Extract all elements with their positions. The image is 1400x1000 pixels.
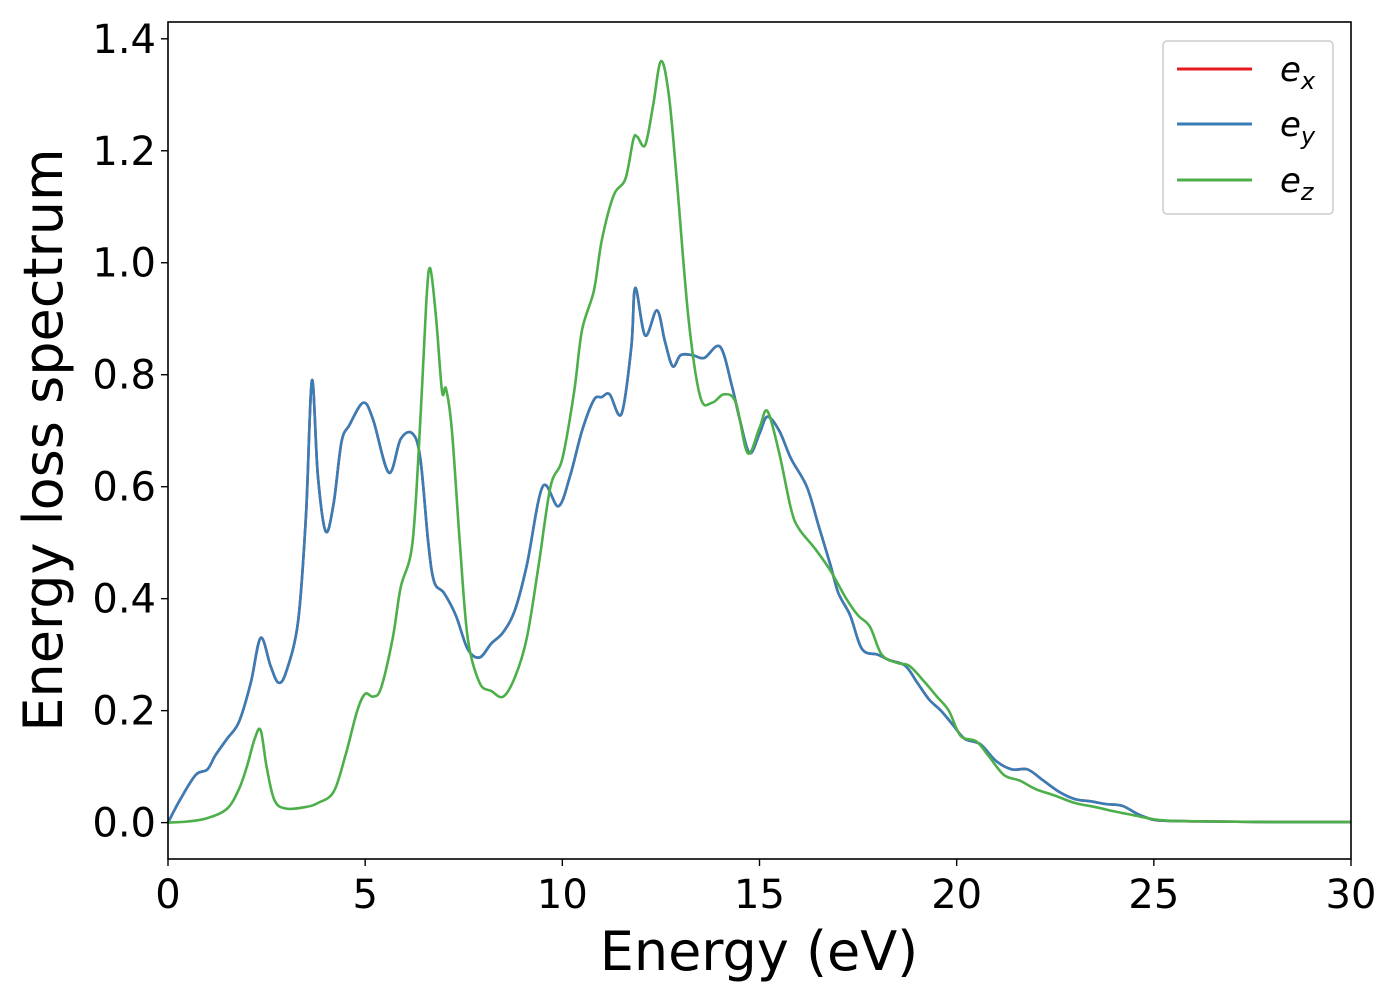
x-tick-label: 20 [931,872,982,918]
legend-label-ey-base: e [1280,105,1301,145]
y-tick-label: 0.2 [92,689,156,735]
y-axis-label: Energy loss spectrum [12,148,75,731]
legend-label-ex-base: e [1280,50,1301,90]
y-tick-label: 0.6 [92,465,156,511]
plot-background [168,22,1351,859]
legend-label-ey: ey [1280,105,1316,150]
y-tick-label: 1.2 [92,129,156,175]
y-tick-label: 1.0 [92,241,156,287]
series-layer [166,59,1352,824]
legend-label-ez: ez [1280,161,1315,206]
x-tick-label: 25 [1128,872,1179,918]
legend-label-ex: ex [1280,50,1316,95]
legend-label-ez-base: e [1280,161,1301,201]
legend-entry-ey: ey [1177,105,1316,150]
legend-box [1162,40,1334,215]
x-axis-label: Energy (eV) [600,920,919,983]
x-tick-label: 10 [537,872,588,918]
y-tick-label: 0.0 [92,801,156,847]
x-tick-label: 15 [734,872,785,918]
series-line-ez [167,59,1352,824]
x-tick-label: 5 [352,872,377,918]
legend-label-ez-sub: z [1300,178,1315,206]
legend-entry-ez: ez [1177,161,1315,206]
x-tick-label: 0 [155,872,180,918]
y-tick-label: 0.4 [92,577,156,623]
legend-label-ey-sub: y [1300,122,1316,150]
x-tick-label: 30 [1326,872,1377,918]
y-tick-label: 1.4 [92,17,156,63]
y-axis-ticks: 0.0 0.2 0.4 0.6 0.8 1.0 1.2 1.4 [92,17,168,847]
y-tick-label: 0.8 [92,353,156,399]
legend-entry-ex: ex [1177,50,1316,95]
legend-label-ex-sub: x [1300,67,1316,95]
legend: ex ey ez [1162,40,1334,215]
x-axis-ticks: 0 5 10 15 20 25 30 [155,859,1376,918]
